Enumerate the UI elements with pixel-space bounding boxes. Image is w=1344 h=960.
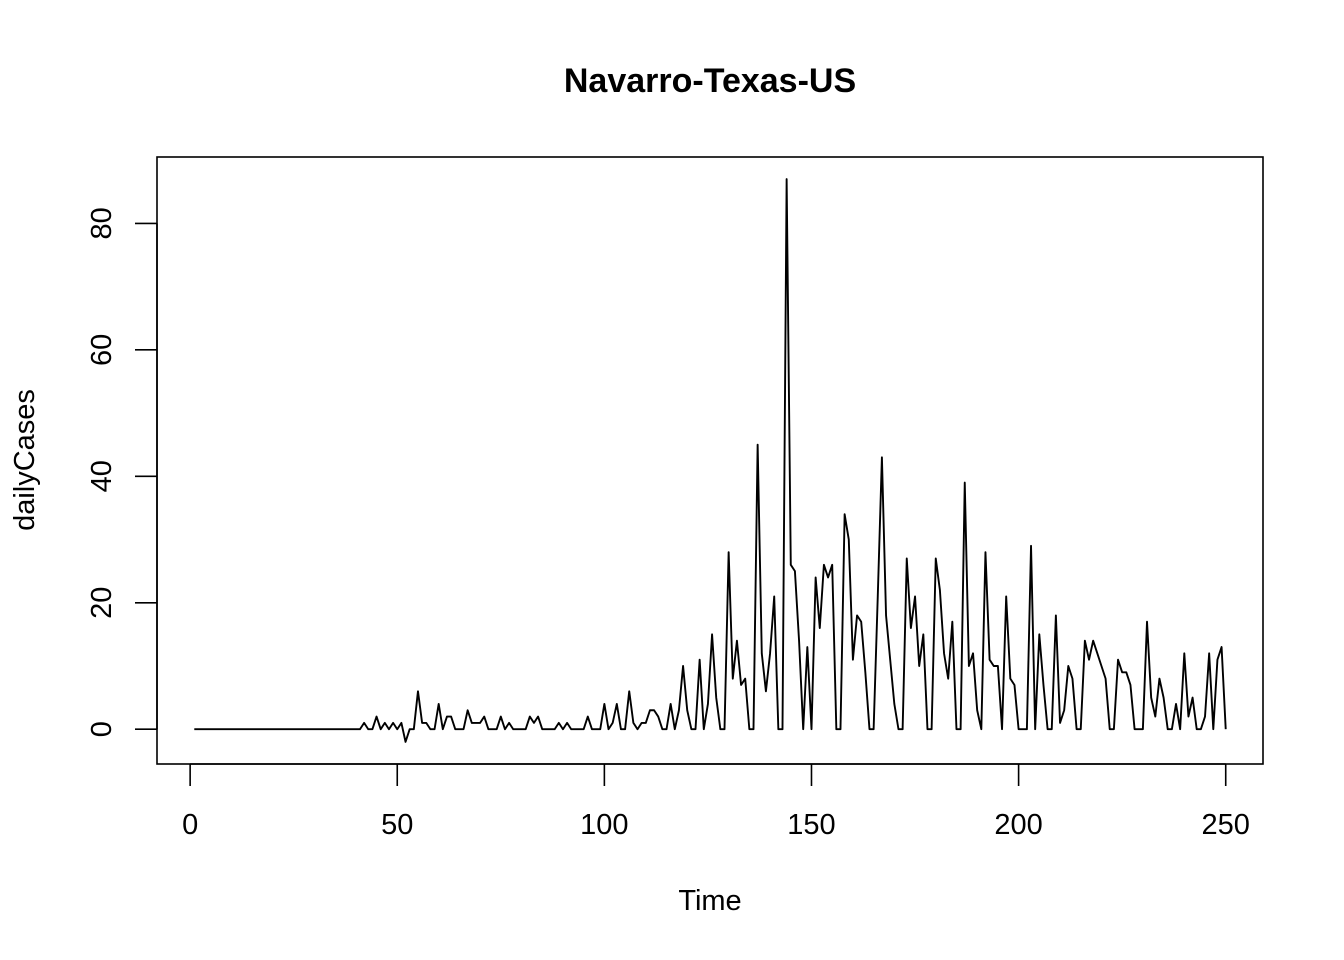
y-axis-label: dailyCases — [9, 389, 41, 531]
x-axis: 0 50 100 150 200 250 — [182, 763, 1250, 841]
chart-title: Navarro-Texas-US — [564, 62, 856, 100]
x-tick-label: 200 — [994, 809, 1042, 841]
x-tick-label: 0 — [182, 809, 198, 841]
y-tick-label: 40 — [86, 460, 118, 492]
x-tick-label: 100 — [580, 809, 628, 841]
x-tick-label: 250 — [1202, 809, 1250, 841]
y-tick-label: 0 — [86, 721, 118, 737]
x-tick-label: 50 — [381, 809, 413, 841]
x-tick-label: 150 — [787, 809, 835, 841]
x-axis-label: Time — [678, 885, 741, 917]
y-tick-label: 80 — [86, 207, 118, 239]
y-tick-label: 20 — [86, 587, 118, 619]
y-tick-label: 60 — [86, 334, 118, 366]
series-line — [194, 178, 1227, 743]
y-axis: 0 20 40 60 80 — [86, 207, 158, 737]
series-daily-cases — [194, 178, 1227, 743]
